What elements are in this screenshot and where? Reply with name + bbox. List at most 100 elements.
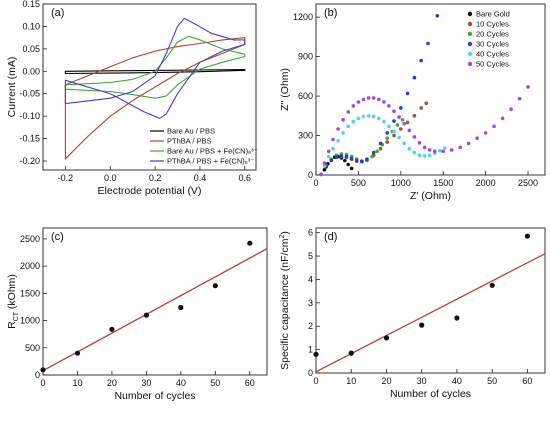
panel-label: (a) <box>51 7 64 19</box>
data-point <box>424 101 429 106</box>
data-point <box>385 140 390 144</box>
cv-curve-4 <box>64 17 246 120</box>
x-tick-label: 2000 <box>476 178 496 188</box>
data-point <box>405 91 410 96</box>
data-point <box>426 41 430 46</box>
x-tick-label: -0.2 <box>58 173 74 183</box>
data-point <box>489 282 495 288</box>
y-tick-label: 2000 <box>20 261 40 271</box>
data-point <box>377 116 381 121</box>
x-axis-label: Z' (Ohm) <box>410 190 451 202</box>
legend-marker <box>467 61 473 67</box>
y-tick-label: 1500 <box>20 288 40 298</box>
y-tick-label: 500 <box>25 343 40 353</box>
data-point <box>336 127 340 131</box>
legend-entry: 10 Cycles <box>476 20 509 29</box>
data-point <box>365 157 369 161</box>
x-tick-label: 0.2 <box>149 173 162 183</box>
y-axis-label: RCT (kOhm) <box>6 274 20 329</box>
data-point <box>400 118 405 122</box>
x-tick-label: 0 <box>40 378 45 388</box>
data-point <box>427 153 432 158</box>
panel-label: (c) <box>51 231 64 243</box>
data-point <box>458 145 463 150</box>
data-point <box>399 127 403 131</box>
data-point <box>378 141 383 146</box>
data-point <box>331 146 335 151</box>
data-point <box>336 139 340 143</box>
x-tick-label: 0.6 <box>239 173 252 183</box>
data-point <box>344 154 349 159</box>
data-point <box>351 104 356 108</box>
y-tick-label: 2500 <box>20 234 40 244</box>
data-point <box>143 312 149 318</box>
y-tick-label: 0.00 <box>22 66 40 76</box>
x-tick-label: 0 <box>313 376 318 386</box>
x-tick-label: 50 <box>210 378 220 388</box>
cv-curve-1 <box>64 68 246 75</box>
legend-entry: 50 Cycles <box>476 60 509 69</box>
data-point <box>349 166 354 171</box>
y-tick-label: 0 <box>308 368 313 378</box>
y-tick-label: 0.05 <box>22 44 40 54</box>
y-tick-label: 0 <box>308 170 313 180</box>
legend-entry: Bare Gold <box>476 10 510 19</box>
x-tick-label: 0.0 <box>104 173 117 183</box>
data-point <box>371 114 376 119</box>
data-point <box>412 114 417 118</box>
y-tick-label: 900 <box>298 52 313 62</box>
y-axis-label: Current (mA) <box>6 57 18 118</box>
data-point <box>483 131 488 135</box>
data-point <box>432 149 437 154</box>
data-point <box>402 121 407 126</box>
legend-marker <box>467 41 473 47</box>
data-point <box>375 149 379 154</box>
data-point <box>492 124 496 129</box>
y-tick-label: 0.15 <box>22 0 40 9</box>
data-point <box>419 58 424 63</box>
x-tick-label: 20 <box>381 376 391 386</box>
data-point <box>419 322 425 328</box>
panel-1: -0.2 0.0 0.2 0.4 0.6 -0.20 -0.15 -0.10 -0.05 0.00… <box>6 0 258 197</box>
y-tick-label: 0.10 <box>22 21 40 31</box>
plot-frame <box>42 227 268 376</box>
x-tick-label: 1500 <box>433 178 453 188</box>
legend-entry: 40 Cycles <box>476 50 509 59</box>
data-point <box>331 137 335 142</box>
y-axis-label: Specific capacitance (nF/cm2) <box>279 231 291 370</box>
data-point <box>397 135 401 140</box>
data-point <box>422 145 427 150</box>
data-point <box>395 123 400 127</box>
panel-4: 0 10 20 30 40 50 60 0 1 2 3 4 5 6 (d) Number of cycles S… <box>279 227 546 400</box>
x-tick-label: 0.4 <box>194 173 207 183</box>
data-point <box>427 148 432 152</box>
data-point <box>500 116 505 121</box>
data-point <box>397 115 401 119</box>
data-point <box>329 158 334 163</box>
plot-frame <box>42 3 257 171</box>
data-point <box>438 148 442 153</box>
data-point <box>407 128 412 133</box>
data-point <box>385 136 390 140</box>
y-tick-label: -0.05 <box>19 89 40 99</box>
data-point <box>341 131 345 135</box>
y-tick-label: 1 <box>308 345 313 355</box>
data-point <box>382 100 386 104</box>
x-tick-label: 60 <box>245 378 255 388</box>
plot-frame <box>315 227 546 374</box>
data-point <box>392 133 396 138</box>
nyquist-series-2 <box>319 101 429 177</box>
legend-entry: PThBA / PBS + Fe(CN)₆³⁻ <box>167 157 254 166</box>
data-point <box>392 119 396 123</box>
x-tick-label: 20 <box>107 378 117 388</box>
y-tick-label: 300 <box>298 131 313 141</box>
data-point <box>339 154 344 158</box>
legend-entry: PThBA / PBS <box>167 137 212 146</box>
data-point <box>377 97 381 102</box>
y-tick-label: 1000 <box>20 316 40 326</box>
y-tick-label: -0.20 <box>19 156 40 166</box>
data-point <box>383 335 390 341</box>
y-tick-label: 0 <box>35 370 40 380</box>
y-tick-label: -0.15 <box>19 134 40 144</box>
